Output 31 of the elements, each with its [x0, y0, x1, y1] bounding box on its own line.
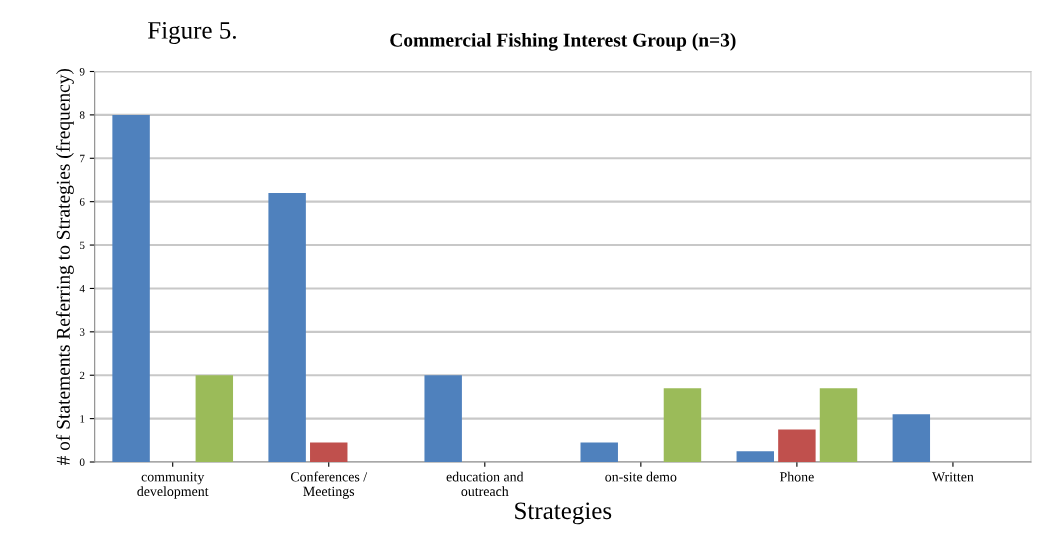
- bar: [268, 192, 306, 462]
- y-tick-label: 5: [80, 241, 85, 250]
- bar: [819, 388, 858, 462]
- x-tick-label: Phone: [779, 471, 814, 482]
- bar: [310, 442, 348, 462]
- x-tick-label: education and outreach: [446, 471, 524, 497]
- y-tick-label: 7: [80, 154, 85, 163]
- bar: [424, 375, 462, 462]
- x-tick-label: Written: [932, 472, 974, 482]
- x-tick-label: community development: [137, 472, 209, 499]
- y-axis-title: # of Statements Referring to Strategies (frequency): [55, 68, 74, 466]
- y-tick-label: 1: [80, 415, 85, 423]
- chart-title: Commercial Fishing Interest Group (n=3): [390, 33, 736, 51]
- bar: [736, 451, 774, 462]
- bar: [663, 388, 702, 462]
- bar: [778, 429, 816, 462]
- bar: [112, 114, 150, 462]
- y-tick-label: 6: [79, 198, 85, 206]
- bar: [580, 442, 618, 462]
- y-tick-label: 2: [79, 371, 85, 380]
- y-tick-label: 9: [79, 68, 85, 76]
- y-tick-label: 8: [79, 111, 85, 119]
- y-tick-label: 4: [79, 284, 85, 293]
- y-tick-label: 0: [79, 458, 85, 466]
- x-axis-title: Strategies: [515, 502, 612, 525]
- y-tick-label: 3: [79, 328, 85, 336]
- bar: [892, 414, 931, 462]
- bar: [195, 375, 234, 462]
- x-tick-label: Conferences / Meetings: [290, 471, 368, 499]
- x-tick-label: on-site demo: [605, 471, 677, 482]
- caption: Figure 5.: [148, 21, 236, 44]
